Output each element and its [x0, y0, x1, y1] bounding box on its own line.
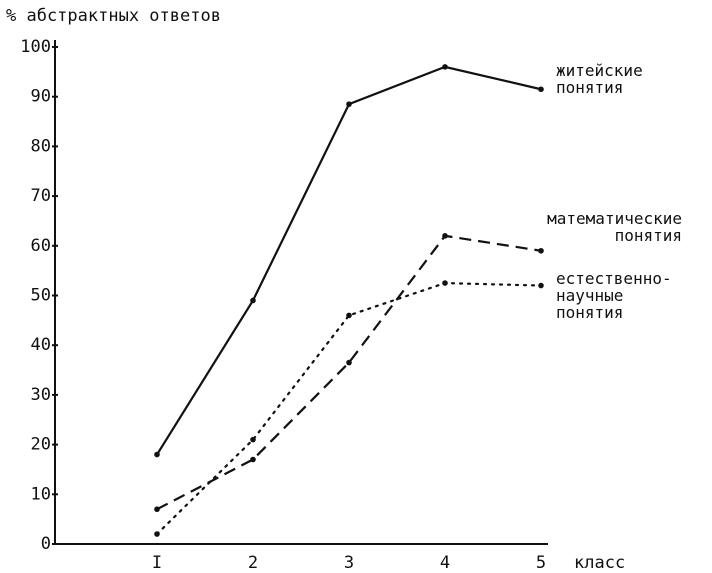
y-tick-label: 60 — [31, 236, 51, 256]
point — [442, 64, 448, 70]
y-tick-label: 90 — [31, 87, 51, 107]
y-tick-label: 80 — [31, 136, 51, 156]
y-tick-label: 70 — [31, 186, 51, 206]
x-tick-label: I — [152, 553, 162, 573]
point — [346, 312, 352, 319]
series-line — [156, 65, 542, 456]
x-tick-label: 4 — [440, 553, 450, 573]
y-tick-label: 30 — [31, 385, 51, 405]
point — [154, 451, 160, 458]
point — [250, 297, 256, 304]
series-label: естественно-научные понятия — [556, 269, 672, 322]
x-tick-label: 3 — [344, 553, 354, 573]
series-line — [156, 234, 542, 511]
y-axis-title: % абстрактных ответов — [6, 6, 221, 26]
point — [538, 247, 544, 254]
y-tick-label: 10 — [31, 484, 51, 504]
point — [346, 359, 352, 366]
point — [442, 280, 448, 286]
point — [250, 456, 256, 463]
x-axis-title: класс — [574, 553, 625, 573]
series-line — [155, 281, 543, 536]
y-tick-label: 20 — [31, 435, 51, 455]
x-tick-label: 2 — [248, 553, 258, 573]
point — [538, 86, 544, 93]
series-label: житейские понятия — [556, 61, 643, 97]
point — [154, 531, 160, 537]
y-tick-label: 40 — [31, 335, 51, 355]
y-tick-label: 50 — [31, 286, 51, 306]
point — [250, 436, 256, 443]
point — [346, 101, 352, 107]
y-tick-label: 100 — [20, 37, 51, 57]
point — [538, 282, 544, 289]
point — [442, 233, 448, 239]
y-tick-label: 0 — [41, 534, 51, 554]
series-label: математические понятия — [547, 209, 682, 245]
point — [154, 506, 160, 513]
x-tick-label: 5 — [536, 553, 546, 573]
